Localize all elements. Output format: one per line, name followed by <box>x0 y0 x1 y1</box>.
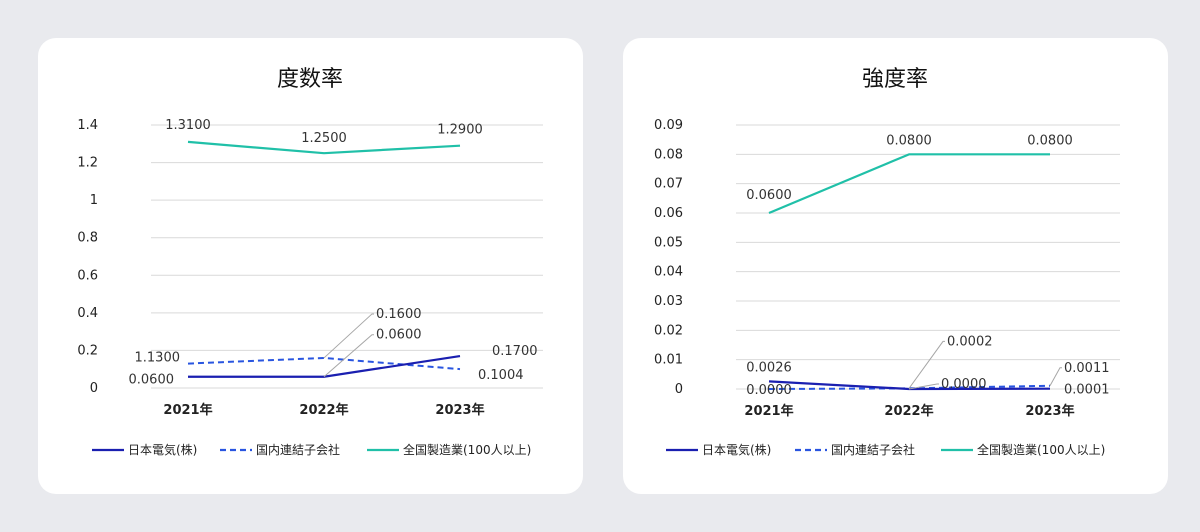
data-label: 0.1600 <box>376 307 422 322</box>
x-tick-label: 2022年 <box>884 403 933 419</box>
y-tick-label: 0.06 <box>654 206 683 221</box>
y-tick-label: 0.03 <box>654 294 683 309</box>
data-label: 0.1700 <box>492 344 538 359</box>
chart-title: 強度率 <box>862 67 928 92</box>
data-label: 0.1004 <box>478 368 524 383</box>
frequency-rate-chart-card: 度数率 0 0.2 0.4 0.6 0.8 1 1.2 1.4 2021年 2022年 2023年 0… <box>38 38 583 494</box>
y-tick-label: 0.05 <box>654 235 683 250</box>
data-label: 1.3100 <box>165 118 211 133</box>
data-label-leader <box>908 340 945 389</box>
data-label-leader <box>323 334 374 378</box>
data-label: 0.0000 <box>941 377 987 392</box>
data-label: 0.0800 <box>886 133 932 148</box>
x-tick-label: 2021年 <box>744 403 793 419</box>
y-tick-label: 0.09 <box>654 118 683 133</box>
y-tick-label: 0 <box>675 382 683 397</box>
y-tick-label: 1.4 <box>77 118 98 133</box>
y-tick-label: 0 <box>90 381 98 396</box>
data-label: 1.2900 <box>437 123 483 138</box>
data-label-leader <box>908 383 939 390</box>
data-label-leader <box>323 313 374 359</box>
x-tick-label: 2022年 <box>299 402 348 418</box>
x-tick-label: 2021年 <box>163 402 212 418</box>
x-tick-label: 2023年 <box>435 402 484 418</box>
y-tick-label: 0.08 <box>654 147 683 162</box>
national-manufacturing-series <box>768 153 1050 215</box>
data-label: 1.1300 <box>135 351 181 366</box>
data-label: 0.0600 <box>376 328 422 343</box>
data-label: 0.0001 <box>1064 383 1110 398</box>
y-tick-label: 1 <box>90 193 98 208</box>
data-label: 0.0800 <box>1027 133 1073 148</box>
national-manufacturing-series <box>187 140 461 155</box>
data-label: 0.0026 <box>746 360 792 375</box>
data-label-leader <box>1049 367 1062 387</box>
data-label: 0.0011 <box>1064 361 1110 376</box>
data-label: 0.0600 <box>746 188 792 203</box>
y-tick-label: 0.01 <box>654 353 683 368</box>
chart-title: 度数率 <box>277 67 343 92</box>
legend-label: 全国製造業(100人以上) <box>403 442 531 457</box>
y-tick-label: 0.04 <box>654 265 683 280</box>
legend-label: 全国製造業(100人以上) <box>977 442 1105 457</box>
data-label: 0.0000 <box>746 383 792 398</box>
y-tick-label: 0.2 <box>77 343 98 358</box>
y-tick-label: 0.6 <box>77 268 98 283</box>
legend-label: 国内連結子会社 <box>831 442 915 457</box>
data-label: 0.0600 <box>129 373 175 388</box>
data-label: 0.0002 <box>947 334 993 349</box>
domestic-subsidiaries-series <box>187 356 461 371</box>
y-tick-label: 0.8 <box>77 231 98 246</box>
y-tick-label: 0.02 <box>654 323 683 338</box>
legend-label: 国内連結子会社 <box>256 442 340 457</box>
severity-rate-chart-card: 強度率 0 0.01 0.02 0.03 0.04 0.05 0.06 0.07 0.08 0.0… <box>623 38 1168 494</box>
y-tick-label: 0.07 <box>654 177 683 192</box>
x-tick-label: 2023年 <box>1025 403 1074 419</box>
y-tick-label: 0.4 <box>77 306 98 321</box>
frequency-rate-chart: 度数率 0 0.2 0.4 0.6 0.8 1 1.2 1.4 2021年 2022年 2023年 0… <box>77 67 543 457</box>
legend-label: 日本電気(株) <box>128 442 197 457</box>
data-label: 1.2500 <box>301 131 347 146</box>
legend-label: 日本電気(株) <box>702 442 771 457</box>
y-tick-label: 1.2 <box>77 156 98 171</box>
severity-rate-chart: 強度率 0 0.01 0.02 0.03 0.04 0.05 0.06 0.07 0.08 0.0… <box>654 67 1120 457</box>
